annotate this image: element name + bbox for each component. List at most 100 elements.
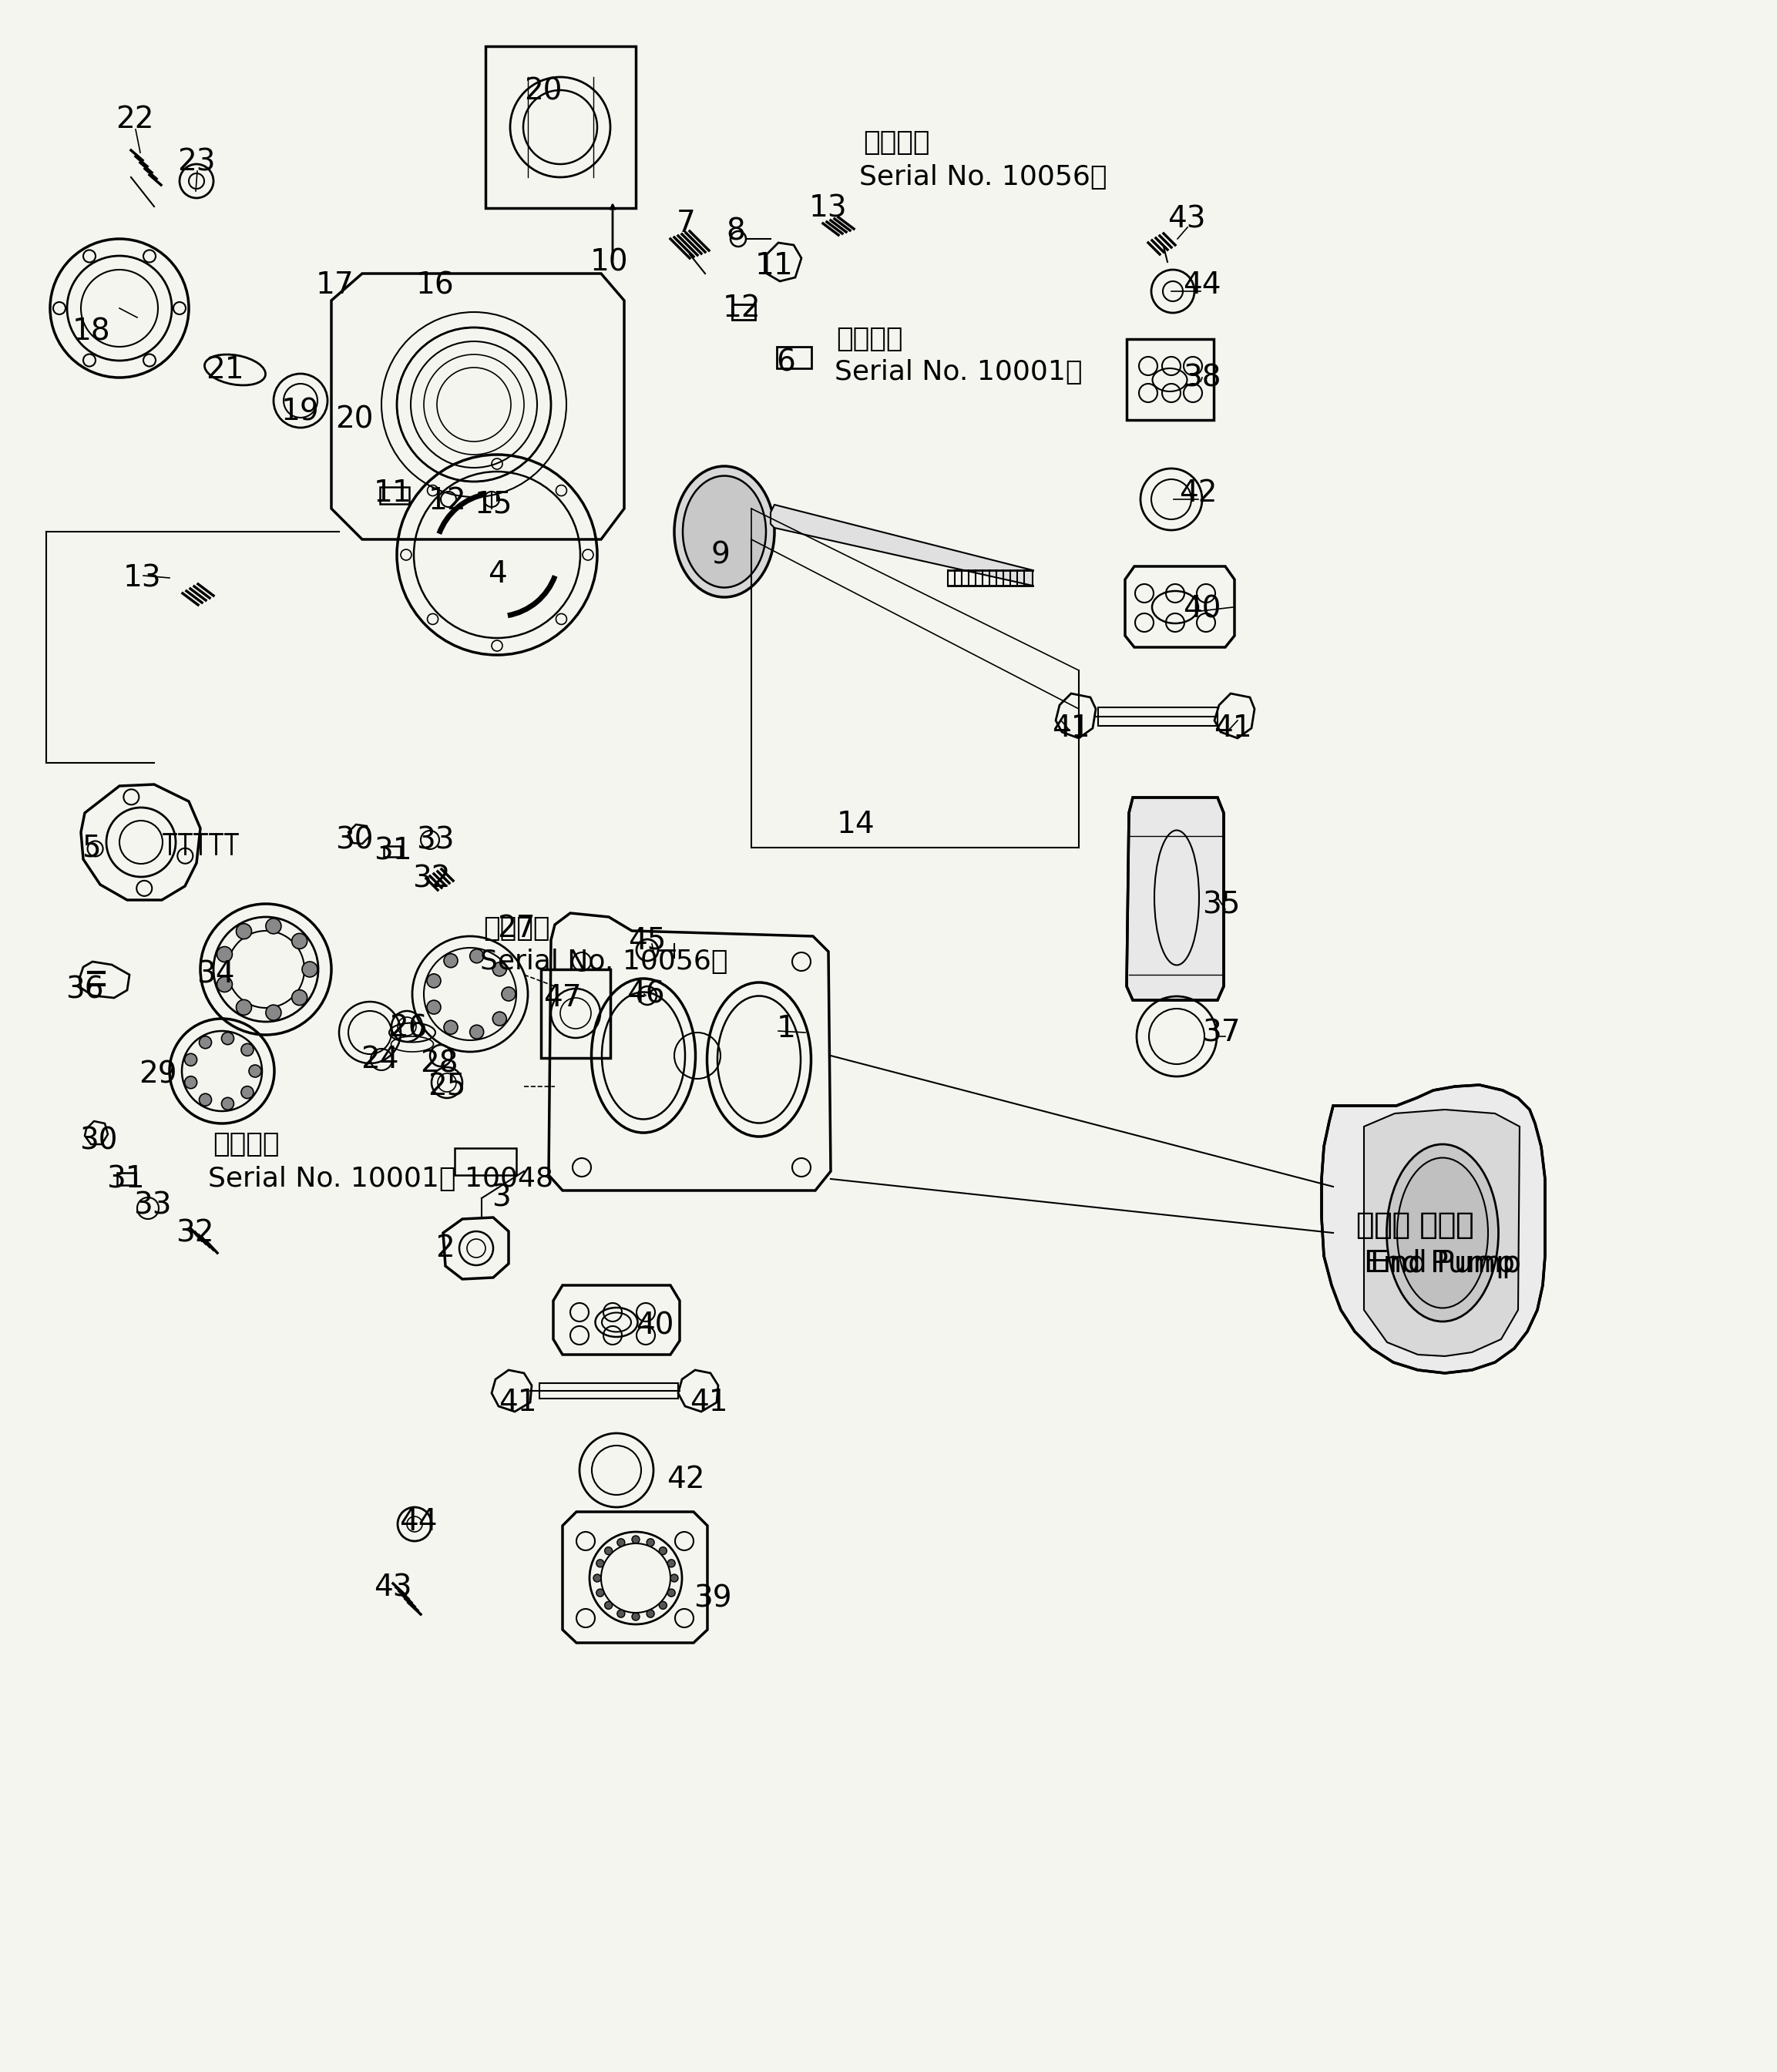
Text: 11: 11 — [373, 479, 412, 508]
Text: 42: 42 — [1180, 479, 1217, 508]
Circle shape — [597, 1589, 604, 1598]
Circle shape — [647, 1610, 654, 1618]
Circle shape — [633, 1535, 640, 1544]
Text: 12: 12 — [428, 487, 466, 516]
Text: 33: 33 — [133, 1191, 172, 1220]
Text: 16: 16 — [416, 271, 455, 300]
Circle shape — [291, 932, 307, 949]
Ellipse shape — [673, 466, 775, 597]
Text: 29: 29 — [139, 1061, 178, 1090]
Text: 8: 8 — [727, 215, 746, 247]
Circle shape — [604, 1602, 613, 1610]
Circle shape — [249, 1065, 261, 1077]
Circle shape — [670, 1575, 679, 1581]
Circle shape — [668, 1560, 675, 1566]
Text: 20: 20 — [336, 406, 373, 435]
Circle shape — [267, 918, 281, 934]
Bar — [777, 346, 812, 369]
Bar — [1127, 340, 1214, 421]
Text: 4: 4 — [487, 559, 506, 588]
Circle shape — [242, 1086, 254, 1098]
Text: 41: 41 — [499, 1388, 537, 1417]
Text: Serial No. 10056～: Serial No. 10056～ — [860, 164, 1107, 191]
Text: 41: 41 — [689, 1388, 729, 1417]
Text: 41: 41 — [1052, 713, 1091, 742]
Bar — [380, 487, 409, 503]
Ellipse shape — [682, 477, 766, 588]
Text: 6: 6 — [777, 348, 796, 377]
Circle shape — [185, 1075, 197, 1088]
Text: 34: 34 — [197, 959, 235, 990]
Circle shape — [426, 1001, 441, 1013]
Text: 41: 41 — [1214, 713, 1253, 742]
Text: 22: 22 — [116, 106, 155, 135]
Circle shape — [617, 1539, 626, 1546]
Circle shape — [426, 974, 441, 988]
Text: 3: 3 — [492, 1183, 510, 1212]
Circle shape — [267, 1005, 281, 1019]
Bar — [732, 305, 755, 319]
Text: 47: 47 — [544, 984, 581, 1013]
Bar — [455, 1148, 517, 1175]
Circle shape — [236, 999, 252, 1015]
Circle shape — [291, 990, 307, 1005]
Text: 21: 21 — [206, 354, 243, 385]
Text: 2: 2 — [435, 1233, 455, 1264]
Text: 32: 32 — [176, 1218, 213, 1247]
Text: Serial No. 10001～ 10048: Serial No. 10001～ 10048 — [208, 1167, 553, 1191]
Text: 30: 30 — [336, 825, 373, 854]
Circle shape — [199, 1036, 211, 1048]
Text: 43: 43 — [373, 1573, 412, 1602]
Circle shape — [668, 1589, 675, 1598]
Text: 5: 5 — [82, 833, 101, 862]
Text: 適用号機: 適用号機 — [864, 128, 929, 155]
Circle shape — [444, 953, 458, 968]
Ellipse shape — [1397, 1158, 1487, 1307]
Text: Serial No. 10001～: Serial No. 10001～ — [835, 358, 1082, 385]
Text: エンド ポンプ: エンド ポンプ — [1356, 1210, 1473, 1239]
Circle shape — [469, 949, 483, 963]
Text: 33: 33 — [416, 825, 455, 854]
Polygon shape — [1322, 1086, 1544, 1374]
Text: 31: 31 — [373, 837, 412, 866]
Circle shape — [594, 1575, 601, 1581]
Circle shape — [492, 1011, 506, 1026]
Text: 14: 14 — [837, 810, 874, 839]
Text: 46: 46 — [627, 980, 665, 1009]
Bar — [540, 1384, 679, 1399]
Text: 40: 40 — [636, 1312, 673, 1341]
Text: 適用号機: 適用号機 — [483, 916, 549, 941]
Circle shape — [617, 1610, 626, 1618]
Text: Serial No. 10056～: Serial No. 10056～ — [480, 949, 729, 974]
Polygon shape — [1365, 1111, 1519, 1357]
Ellipse shape — [1386, 1144, 1498, 1322]
Circle shape — [185, 1053, 197, 1065]
Text: End Pump: End Pump — [1365, 1249, 1516, 1278]
Text: 7: 7 — [677, 209, 695, 238]
Circle shape — [659, 1602, 666, 1610]
Text: 28: 28 — [419, 1048, 458, 1077]
Text: 13: 13 — [123, 564, 162, 593]
Circle shape — [647, 1539, 654, 1546]
Circle shape — [444, 1019, 458, 1034]
Circle shape — [236, 924, 252, 939]
Text: 39: 39 — [693, 1585, 732, 1614]
Bar — [1098, 707, 1217, 725]
Circle shape — [469, 1026, 483, 1038]
Text: 適用号機: 適用号機 — [213, 1131, 279, 1158]
Circle shape — [217, 947, 233, 961]
Text: 27: 27 — [498, 914, 535, 943]
Text: 44: 44 — [1183, 271, 1221, 300]
Text: 1: 1 — [777, 1013, 796, 1044]
Text: 11: 11 — [755, 251, 794, 280]
Text: 25: 25 — [428, 1071, 466, 1100]
Text: 23: 23 — [178, 147, 215, 176]
Text: 20: 20 — [524, 77, 562, 106]
Text: 35: 35 — [1203, 891, 1240, 920]
Text: 12: 12 — [723, 294, 761, 323]
Text: 13: 13 — [809, 193, 848, 222]
Circle shape — [604, 1548, 613, 1554]
Bar — [384, 845, 400, 858]
Bar — [485, 46, 636, 207]
Text: 30: 30 — [80, 1125, 117, 1154]
